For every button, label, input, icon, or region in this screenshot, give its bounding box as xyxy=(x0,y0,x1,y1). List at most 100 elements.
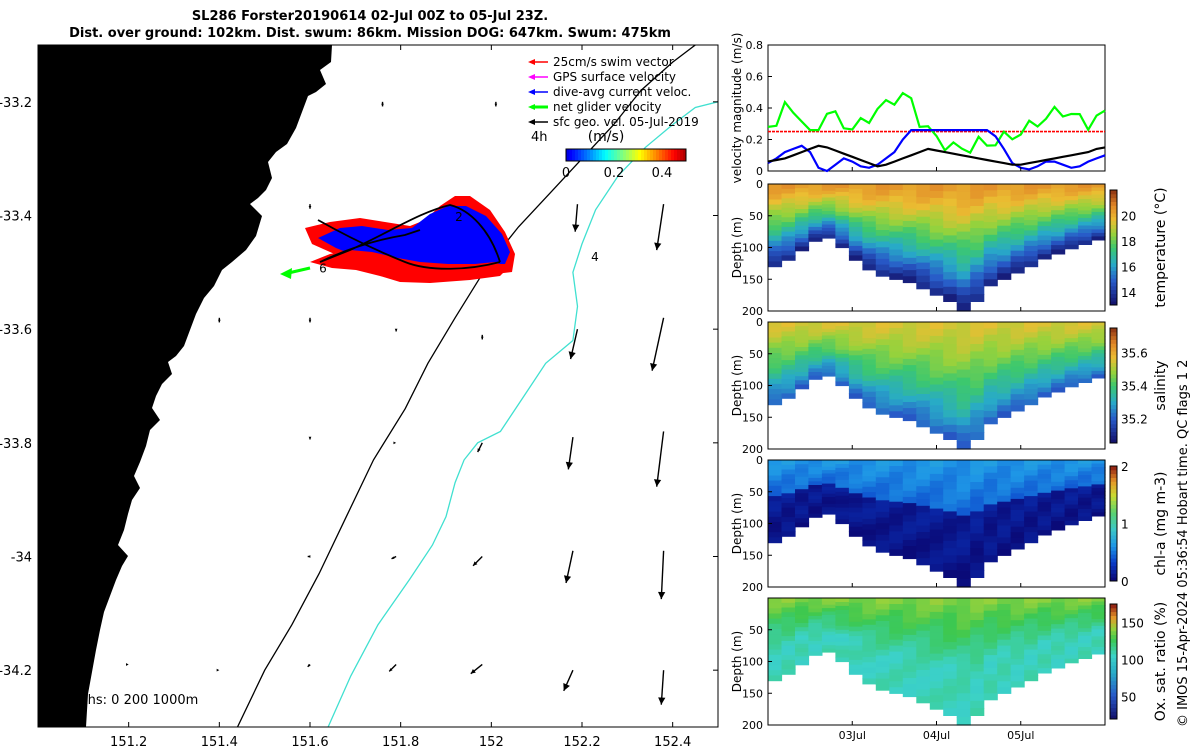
section-data-cell xyxy=(821,466,836,471)
section-colorbar-cell xyxy=(1110,619,1117,624)
track-band-red-lower xyxy=(310,250,508,283)
section-data-cell xyxy=(1010,603,1025,610)
section-data-cell xyxy=(1010,598,1025,605)
section-colorbar-cell xyxy=(1110,347,1117,352)
section-data-cell xyxy=(1078,206,1093,211)
section-data-cell xyxy=(808,463,823,468)
section-colorbar-cell xyxy=(1110,469,1117,475)
section-data-cell xyxy=(916,696,931,704)
section-data-cell xyxy=(795,347,810,352)
section-data-cell xyxy=(916,282,931,290)
section-data-cell xyxy=(1010,515,1025,522)
section-data-cell xyxy=(970,612,985,621)
legend-arrowhead xyxy=(528,59,535,65)
section-colorbar-cell xyxy=(1110,228,1117,233)
section-data-cell xyxy=(862,322,877,328)
section-data-cell xyxy=(956,215,971,225)
section-data-cell xyxy=(983,372,998,380)
section-data-cell xyxy=(1064,602,1079,607)
section-data-cell xyxy=(997,231,1012,239)
section-data-cell xyxy=(943,184,958,192)
section-colorbar-cell xyxy=(1110,473,1117,478)
section-data-cell xyxy=(1064,208,1079,213)
section-data-cell xyxy=(916,460,931,468)
section-data-cell xyxy=(821,325,836,330)
section-data-cell xyxy=(956,499,971,509)
section-data-cell xyxy=(1064,216,1079,221)
section-data-cell xyxy=(875,201,890,208)
section-data-cell xyxy=(1024,358,1039,364)
section-data-cell xyxy=(781,255,796,261)
section-data-cell xyxy=(848,379,863,385)
section-colorbar-cell xyxy=(1110,500,1117,505)
section-data-cell xyxy=(997,531,1012,538)
section-data-cell xyxy=(848,659,863,666)
section-data-cell xyxy=(970,198,985,207)
section-data-cell xyxy=(1024,465,1039,471)
section-data-cell xyxy=(1064,232,1079,238)
section-data-cell xyxy=(902,227,917,234)
section-data-cell xyxy=(862,359,877,366)
speed-colorbar-cell xyxy=(647,149,651,161)
section-data-cell xyxy=(781,626,796,632)
section-data-cell xyxy=(1010,642,1025,649)
section-data-cell xyxy=(983,686,998,694)
section-data-cell xyxy=(1037,460,1052,466)
speed-colorbar-cell xyxy=(581,149,585,161)
section-data-cell xyxy=(889,501,904,509)
section-data-cell xyxy=(848,203,863,209)
section-data-cell xyxy=(1010,471,1025,478)
section-data-cell xyxy=(956,279,971,288)
section-colorbar-label: chl-a (mg m-3) xyxy=(1153,471,1169,575)
section-data-cell xyxy=(889,381,904,389)
section-data-cell xyxy=(1010,620,1025,627)
section-data-cell xyxy=(1024,383,1039,390)
section-data-cell xyxy=(1037,254,1052,260)
section-data-cell xyxy=(781,498,796,504)
section-colorbar-cell xyxy=(1110,565,1117,570)
section-data-cell xyxy=(997,190,1012,197)
section-data-cell xyxy=(956,563,971,572)
section-data-cell xyxy=(983,536,998,544)
section-data-cell xyxy=(929,225,944,234)
section-data-cell xyxy=(1051,184,1066,189)
section-data-cell xyxy=(1010,487,1025,494)
map-x-tick-label: 151.8 xyxy=(382,735,419,750)
section-data-cell xyxy=(1078,467,1093,472)
section-data-cell xyxy=(768,327,783,333)
section-data-cell xyxy=(970,555,985,564)
section-data-cell xyxy=(956,369,971,379)
speed-colorbar-cell xyxy=(572,149,576,161)
velocity-y-tick-label: 0.8 xyxy=(746,39,764,52)
section-data-cell xyxy=(781,331,796,337)
speed-colorbar-cell xyxy=(587,149,591,161)
section-data-cell xyxy=(983,334,998,342)
section-data-cell xyxy=(781,369,796,375)
section-data-cell xyxy=(997,267,1012,274)
section-data-cell xyxy=(768,194,783,201)
section-data-cell xyxy=(983,548,998,556)
section-colorbar-cell xyxy=(1110,262,1117,268)
section-data-cell xyxy=(1064,204,1079,209)
section-data-cell xyxy=(1024,598,1039,604)
section-data-cell xyxy=(1091,481,1106,486)
section-data-cell xyxy=(795,460,810,465)
section-data-cell xyxy=(781,198,796,204)
section-data-cell xyxy=(848,626,863,632)
geo-velocity-arrowhead xyxy=(494,103,498,107)
section-data-cell xyxy=(902,264,917,271)
geo-velocity-arrow xyxy=(656,204,665,251)
section-data-cell xyxy=(1037,616,1052,622)
section-data-cell xyxy=(1091,636,1106,641)
section-data-cell xyxy=(768,184,783,190)
section-data-cell xyxy=(1037,221,1052,227)
section-data-cell xyxy=(929,480,944,489)
section-data-cell xyxy=(862,630,877,637)
section-data-cell xyxy=(1010,222,1025,230)
section-data-cell xyxy=(808,499,823,504)
section-colorbar-cell xyxy=(1110,213,1117,218)
section-data-cell xyxy=(929,618,944,627)
section-data-cell xyxy=(956,645,971,655)
section-colorbar-cell xyxy=(1110,366,1117,371)
section-data-cell xyxy=(997,243,1012,251)
